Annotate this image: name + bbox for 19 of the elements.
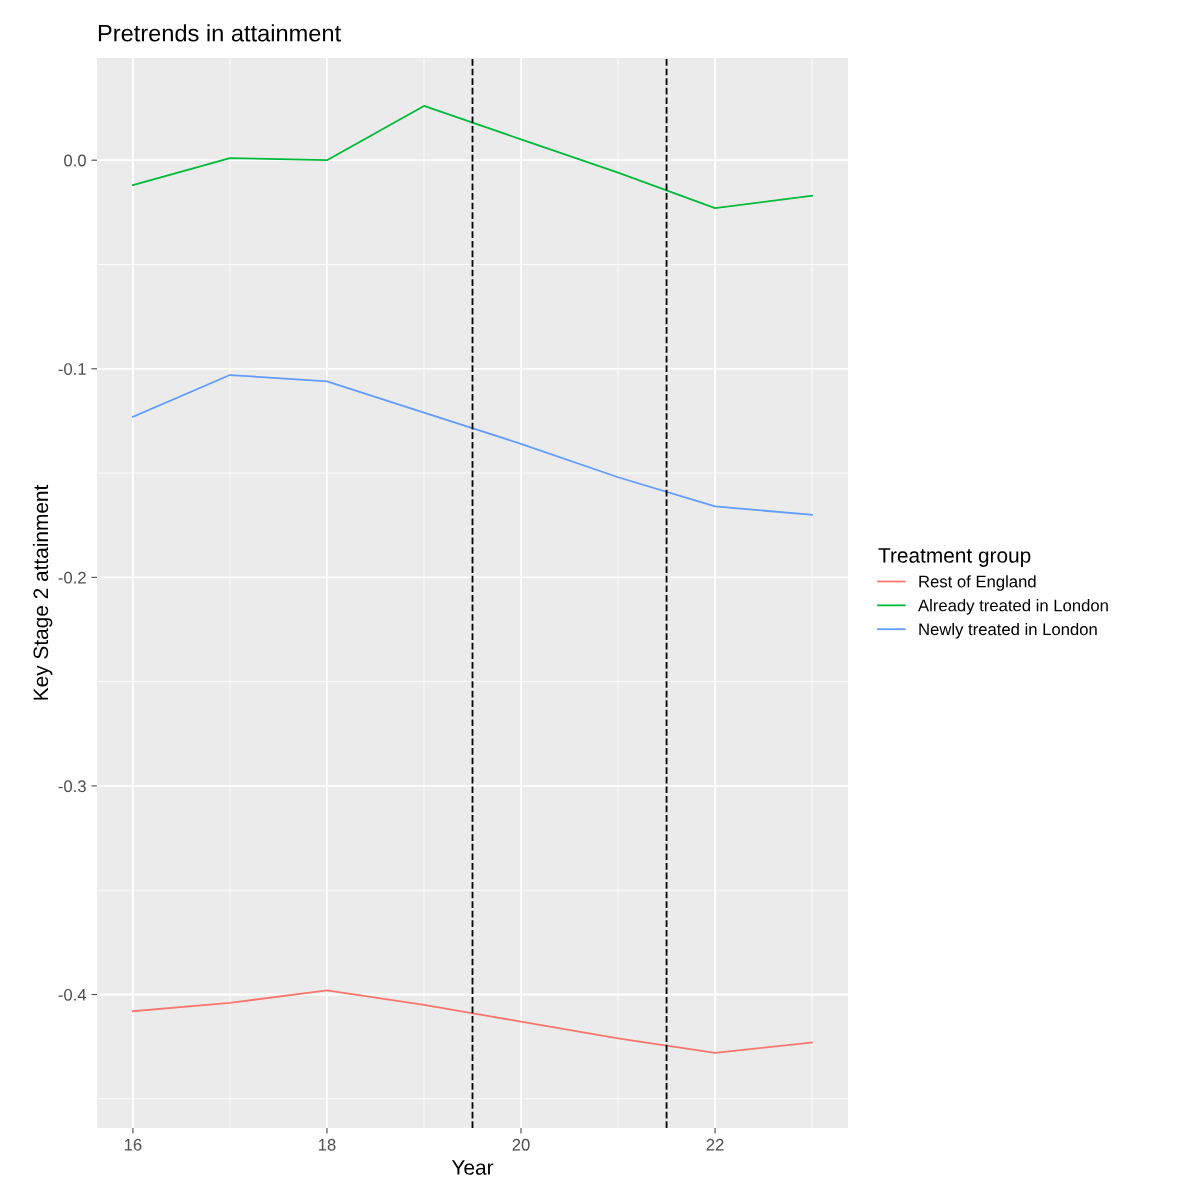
y-tick-label: -0.1 xyxy=(58,363,86,375)
x-tick-label: 16 xyxy=(124,1138,142,1151)
x-tick-label: 22 xyxy=(706,1138,724,1151)
x-axis-title: Year xyxy=(451,1160,494,1175)
legend-label: Already treated in London xyxy=(918,599,1108,615)
legend-label: Newly treated in London xyxy=(919,622,1097,639)
line-series xyxy=(131,105,814,210)
y-tick-label: 0.0 xyxy=(64,154,86,167)
y-tick-label: -0.4 xyxy=(58,988,87,1001)
line-series xyxy=(131,989,814,1054)
legend-title: Treatment group xyxy=(878,548,1031,567)
y-tick-label: -0.2 xyxy=(58,571,86,584)
x-tick-label: 18 xyxy=(318,1138,336,1151)
x-tick-label: 20 xyxy=(512,1138,530,1151)
y-tick-label: -0.3 xyxy=(58,780,86,793)
y-axis-title: Key Stage 2 attainment xyxy=(32,484,53,700)
line-series xyxy=(131,374,814,516)
chart-title: Pretrends in attainment xyxy=(98,24,341,42)
legend-label: Rest of England xyxy=(919,575,1036,591)
